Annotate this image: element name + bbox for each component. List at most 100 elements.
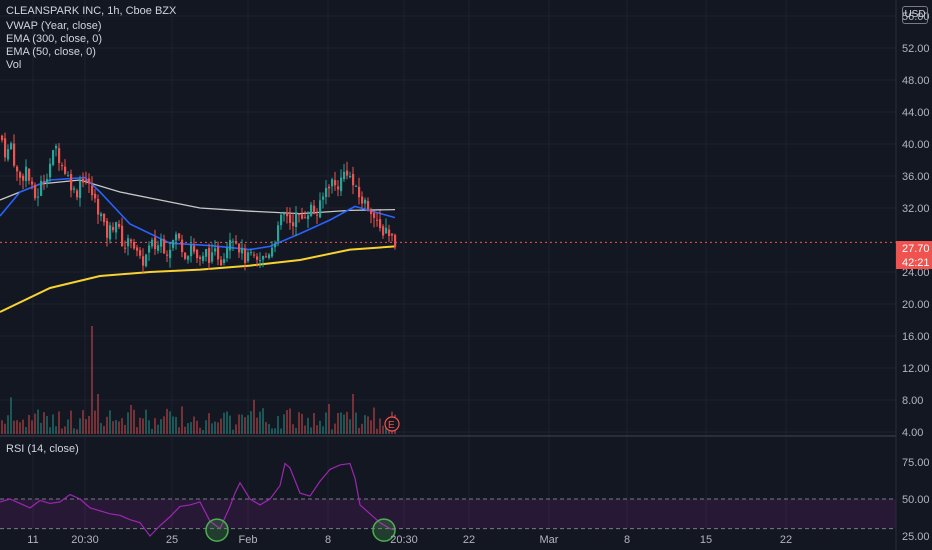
candle-body: [85, 180, 88, 182]
candle-body: [136, 247, 139, 251]
volume-bar: [58, 411, 60, 434]
candle-body: [286, 212, 289, 217]
earnings-marker[interactable]: E: [384, 416, 400, 432]
volume-bar: [76, 429, 78, 434]
volume-bar: [148, 420, 150, 434]
volume-bar: [193, 416, 195, 434]
volume-bar: [52, 414, 54, 434]
rsi-tick-label: 25.00: [902, 531, 930, 543]
candle-body: [154, 237, 157, 250]
candle-body: [13, 143, 16, 166]
volume-bar: [178, 427, 180, 434]
volume-bar: [280, 428, 282, 434]
candle-body: [43, 181, 46, 183]
volume-bar: [136, 427, 138, 434]
candle-body: [37, 196, 40, 198]
volume-bars: [1, 326, 396, 434]
volume-bar: [265, 422, 267, 434]
volume-bar: [313, 412, 315, 434]
legend-vol[interactable]: Vol: [6, 59, 22, 71]
volume-bar: [235, 424, 237, 434]
currency-button[interactable]: USD: [902, 6, 928, 24]
candle-body: [349, 176, 352, 178]
earnings-icon[interactable]: [384, 416, 400, 432]
time-tick-label: 22: [780, 534, 792, 546]
volume-bar: [250, 411, 252, 434]
price-tick-label: 32.00: [902, 203, 930, 215]
candle-body: [10, 143, 13, 150]
time-tick-label: 20:30: [71, 534, 99, 546]
rsi-band-fill: [0, 499, 896, 529]
candle-body: [34, 184, 37, 199]
volume-bar: [352, 394, 354, 434]
candle-body: [79, 180, 82, 198]
candle-body: [223, 259, 226, 263]
candle-body: [277, 225, 280, 242]
candle-body: [367, 201, 370, 209]
volume-bar: [40, 422, 42, 434]
volume-bar: [214, 421, 216, 434]
candles: [1, 132, 397, 273]
price-tick-label: 48.00: [902, 75, 930, 87]
candle-body: [229, 239, 232, 251]
time-tick-label: 8: [325, 534, 331, 546]
candle-body: [289, 214, 292, 223]
candle-body: [208, 247, 211, 263]
candle-body: [109, 225, 112, 240]
candle-body: [91, 185, 94, 196]
candle-body: [142, 256, 145, 266]
volume-bar: [61, 428, 63, 434]
volume-bar: [319, 420, 321, 434]
candle-body: [193, 245, 196, 252]
volume-bar: [271, 428, 273, 434]
price-tick-label: 40.00: [902, 139, 930, 151]
price-tick-label: 16.00: [902, 331, 930, 343]
candle-body: [268, 254, 271, 258]
candle-body: [313, 205, 316, 215]
legend-ema300[interactable]: EMA (300, close, 0): [6, 33, 102, 45]
candle-body: [133, 242, 136, 249]
volume-bar: [331, 429, 333, 434]
candle-body: [376, 219, 379, 221]
candle-body: [214, 248, 217, 252]
candle-body: [115, 222, 118, 233]
volume-bar: [7, 415, 9, 434]
volume-bar: [46, 416, 48, 434]
volume-bar: [22, 419, 24, 434]
volume-bar: [10, 397, 12, 434]
time-tick-label: 22: [463, 534, 475, 546]
volume-bar: [232, 429, 234, 434]
legend-vwap[interactable]: VWAP (Year, close): [6, 20, 102, 32]
volume-bar: [109, 410, 111, 434]
volume-bar: [145, 409, 147, 434]
volume-bar: [361, 423, 363, 434]
candle-body: [58, 148, 61, 163]
volume-bar: [79, 418, 81, 434]
volume-bar: [34, 413, 36, 434]
volume-bar: [274, 428, 276, 434]
candle-body: [121, 225, 124, 247]
volume-bar: [85, 419, 87, 434]
symbol-title[interactable]: CLEANSPARK INC, 1h, Cboe BZX: [6, 5, 177, 17]
candle-body: [373, 212, 376, 218]
volume-bar: [220, 418, 222, 434]
rsi-series-line: [0, 462, 396, 537]
candle-body: [370, 210, 373, 215]
volume-bar: [373, 407, 375, 434]
volume-bar: [91, 326, 93, 434]
candle-body: [298, 214, 301, 216]
volume-bar: [160, 419, 162, 434]
volume-bar: [16, 420, 18, 434]
legend-ema50[interactable]: EMA (50, close, 0): [6, 46, 96, 58]
candle-body: [148, 245, 151, 253]
candle-body: [28, 168, 31, 181]
volume-bar: [370, 420, 372, 434]
candle-body: [25, 166, 28, 182]
volume-bar: [19, 422, 21, 434]
candle-body: [100, 213, 103, 217]
volume-bar: [67, 419, 69, 434]
candle-body: [73, 188, 76, 190]
legend-rsi[interactable]: RSI (14, close): [6, 443, 79, 455]
candle-body: [340, 177, 343, 192]
